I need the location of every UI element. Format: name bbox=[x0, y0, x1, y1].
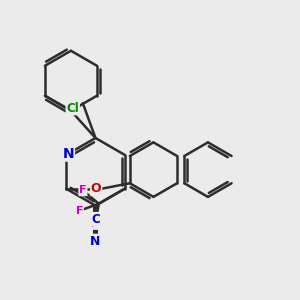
Text: C: C bbox=[91, 213, 100, 226]
Text: F: F bbox=[79, 185, 87, 195]
Text: N: N bbox=[90, 235, 101, 248]
Text: F: F bbox=[92, 219, 99, 229]
Text: Cl: Cl bbox=[66, 101, 79, 115]
Text: F: F bbox=[76, 206, 83, 216]
Text: O: O bbox=[91, 182, 101, 195]
Text: N: N bbox=[63, 147, 74, 161]
